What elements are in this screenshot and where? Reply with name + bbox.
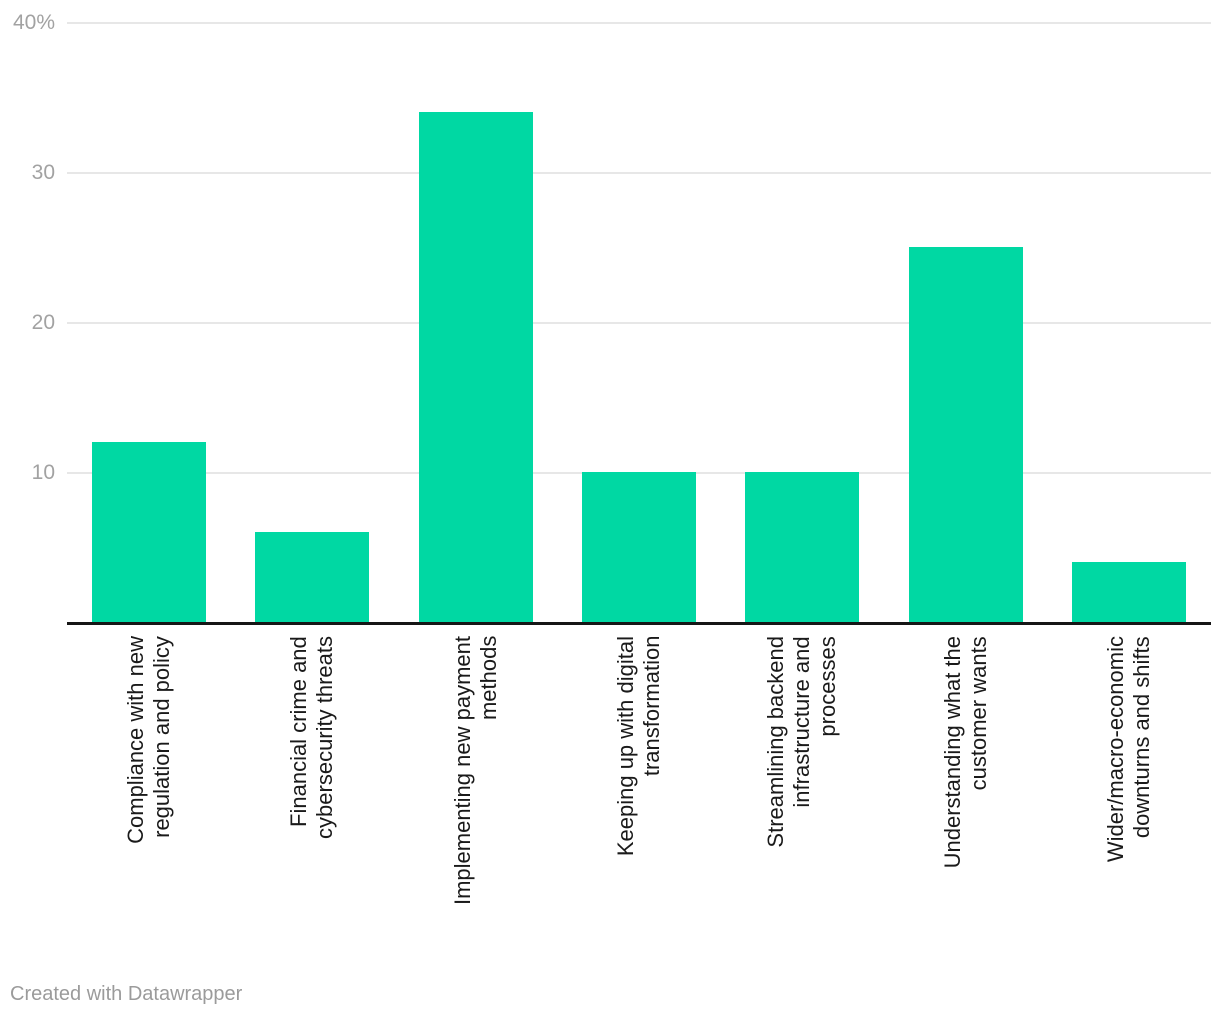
bar-5[interactable] [745,472,859,622]
x-label-cell-2: Financial crime and cybersecurity threat… [230,636,393,971]
x-label-cell-4: Keeping up with digital transformation [557,636,720,971]
gridline-20 [67,322,1211,324]
gridline-30 [67,172,1211,174]
x-axis-category-label: Financial crime and cybersecurity threat… [286,636,338,839]
gridline-40 [67,22,1211,24]
x-axis-category-label: Compliance with new regulation and polic… [122,636,174,844]
x-axis-category-labels: Compliance with new regulation and polic… [67,636,1211,971]
bar-2[interactable] [255,532,369,622]
x-label-cell-3: Implementing new payment methods [394,636,557,971]
x-axis-category-label: Implementing new payment methods [449,636,501,906]
x-axis-category-label: Understanding what the customer wants [939,636,991,869]
y-axis-tick-label-30: 30 [31,161,55,184]
y-axis-tick-label-40: 40% [12,11,55,34]
x-axis-category-label: Wider/macro-economic downturns and shift… [1103,636,1155,863]
bar-7[interactable] [1072,562,1186,622]
x-axis-category-label: Keeping up with digital transformation [612,636,664,857]
bar-6[interactable] [909,247,1023,622]
y-axis-tick-label-10: 10 [31,461,55,484]
y-axis-tick-label-20: 20 [31,311,55,334]
datawrapper-credit-link[interactable]: Created with Datawrapper [10,983,243,1005]
x-axis-line [67,622,1211,625]
x-label-cell-5: Streamlining backend infrastructure and … [721,636,884,971]
x-axis-category-label: Streamlining backend infrastructure and … [763,636,841,848]
bar-4[interactable] [582,472,696,622]
x-label-cell-7: Wider/macro-economic downturns and shift… [1048,636,1211,971]
x-label-cell-1: Compliance with new regulation and polic… [67,636,230,971]
x-label-cell-6: Understanding what the customer wants [884,636,1047,971]
bar-3[interactable] [419,112,533,622]
bar-1[interactable] [92,442,206,622]
